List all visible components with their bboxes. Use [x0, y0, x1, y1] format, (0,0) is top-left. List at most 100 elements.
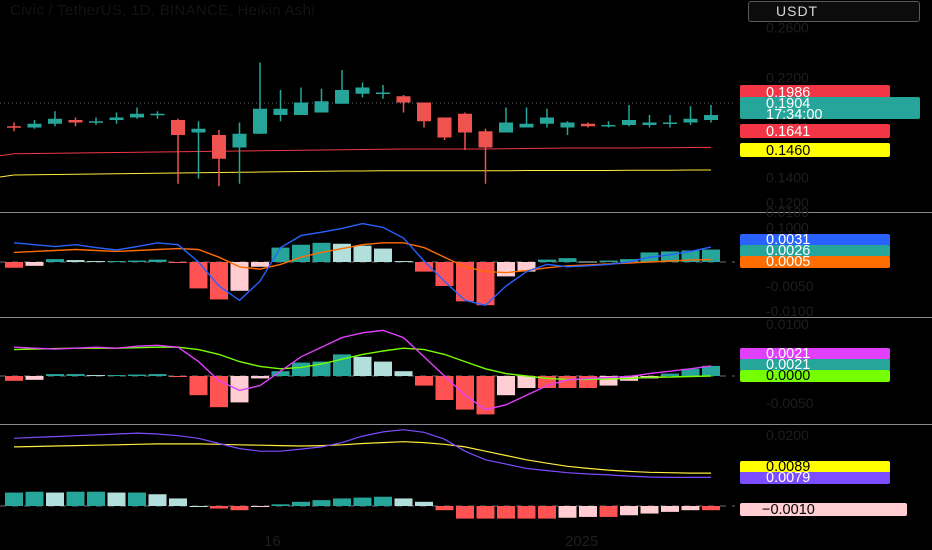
time-axis-label: 2025: [565, 533, 598, 550]
histogram-bar: [374, 361, 392, 376]
histogram-bar: [169, 262, 187, 263]
price-axis-label: 0.2200: [766, 70, 809, 86]
candle-body: [7, 126, 21, 128]
histogram-bar: [169, 376, 187, 377]
histogram-bar: [702, 249, 720, 262]
oscillator-axis-label: 0.0200: [766, 427, 809, 443]
histogram-bar: [66, 260, 85, 262]
line-green-line: [13, 346, 712, 381]
currency-button[interactable]: USDT: [748, 1, 920, 22]
histogram-bar: [230, 376, 249, 403]
histogram-bar: [661, 506, 679, 512]
candle-body: [642, 122, 657, 125]
macd2-green-label-bg: [740, 370, 890, 382]
histogram-bar: [251, 506, 269, 507]
macd1-axis-label: 0.0100: [766, 204, 809, 220]
histogram-bar: [579, 261, 597, 263]
histogram-bar: [169, 498, 187, 506]
ma-yellow-label-bg: [740, 143, 890, 157]
osc-hist-label-bg: [740, 503, 907, 516]
time-axis-label: 16: [264, 533, 281, 550]
candle-body: [396, 96, 411, 103]
histogram-bar: [230, 506, 249, 511]
histogram-bar: [497, 506, 515, 519]
macd1-hist-label: 0.0026: [766, 243, 810, 259]
macd2-magenta-label: 0.0021: [766, 346, 810, 362]
candle-body: [622, 120, 636, 125]
histogram-bar: [107, 375, 126, 377]
macd1-orange-label: 0.0005: [766, 254, 810, 270]
line-yellow-line: [13, 441, 711, 474]
histogram-bar: [107, 261, 126, 263]
ma-yellow-line: [0, 174, 15, 178]
histogram-bar: [415, 501, 433, 506]
histogram-bar: [435, 376, 454, 400]
histogram-bar: [517, 506, 536, 519]
histogram-bar: [374, 496, 392, 506]
histogram-bar: [620, 259, 638, 262]
macd1-orange-label-bg: [740, 256, 890, 268]
macd1-axis-label: -0.0050: [766, 278, 814, 294]
histogram-bar: [25, 491, 44, 506]
ma-red-line: [0, 153, 15, 157]
line-purple-line: [13, 429, 711, 478]
histogram-bar: [476, 376, 495, 415]
candle-body: [130, 113, 144, 118]
macd2-magenta-label-bg: [740, 348, 890, 360]
histogram-bar: [599, 260, 618, 262]
histogram-bar: [333, 498, 351, 506]
histogram-bar: [210, 506, 228, 509]
histogram-bar: [87, 491, 105, 506]
histogram-bar: [353, 245, 372, 262]
histogram-bar: [456, 376, 474, 410]
candle-body: [601, 125, 616, 127]
price-label-high-bg: [740, 85, 890, 99]
macd1-axis-label: -0.0100: [766, 303, 814, 319]
histogram-bar: [681, 250, 700, 262]
histogram-bar: [210, 376, 228, 408]
histogram-bar: [148, 374, 167, 376]
candle-body: [683, 118, 698, 123]
candle-body: [581, 123, 595, 127]
histogram-bar: [517, 376, 536, 388]
macd2-axis-label: -0.0050: [766, 395, 814, 411]
histogram-bar: [538, 506, 556, 519]
macd1-blue-label-bg: [740, 234, 890, 246]
line-blue-line: [13, 222, 712, 306]
histogram-bar: [558, 506, 577, 518]
candle-body: [109, 117, 124, 120]
osc-purple-label: 0.0079: [766, 470, 810, 486]
histogram-bar: [128, 374, 146, 376]
candle-body: [499, 122, 513, 133]
histogram-bar: [189, 506, 208, 507]
candle-body: [212, 135, 226, 159]
candle-body: [89, 121, 103, 123]
histogram-bar: [312, 500, 331, 506]
histogram-bar: [148, 259, 167, 262]
candle-body: [417, 102, 431, 122]
histogram-bar: [681, 506, 700, 511]
line-orange-line: [13, 242, 712, 274]
histogram-bar: [271, 247, 290, 262]
candle-body: [540, 117, 554, 124]
histogram-bar: [5, 492, 23, 506]
histogram-bar: [702, 365, 720, 376]
histogram-bar: [66, 491, 85, 506]
histogram-bar: [292, 244, 310, 262]
histogram-bar: [497, 376, 515, 396]
candle-body: [68, 120, 83, 123]
histogram-bar: [702, 506, 720, 511]
histogram-bar: [333, 243, 351, 262]
ma-yellow-line: [13, 169, 711, 176]
histogram-bar: [251, 376, 269, 379]
candle-body: [560, 122, 575, 128]
candle-body: [294, 102, 308, 115]
ma-red-label-bg: [740, 124, 890, 138]
macd1-blue-label: 0.0031: [766, 232, 810, 248]
osc-yellow-label: 0.0089: [766, 459, 810, 475]
chart-title: Civic / TetherUS, 1D, BINANCE, Heikin As…: [10, 2, 315, 19]
histogram-bar: [497, 262, 515, 277]
histogram-bar: [107, 492, 126, 506]
histogram-bar: [210, 262, 228, 300]
